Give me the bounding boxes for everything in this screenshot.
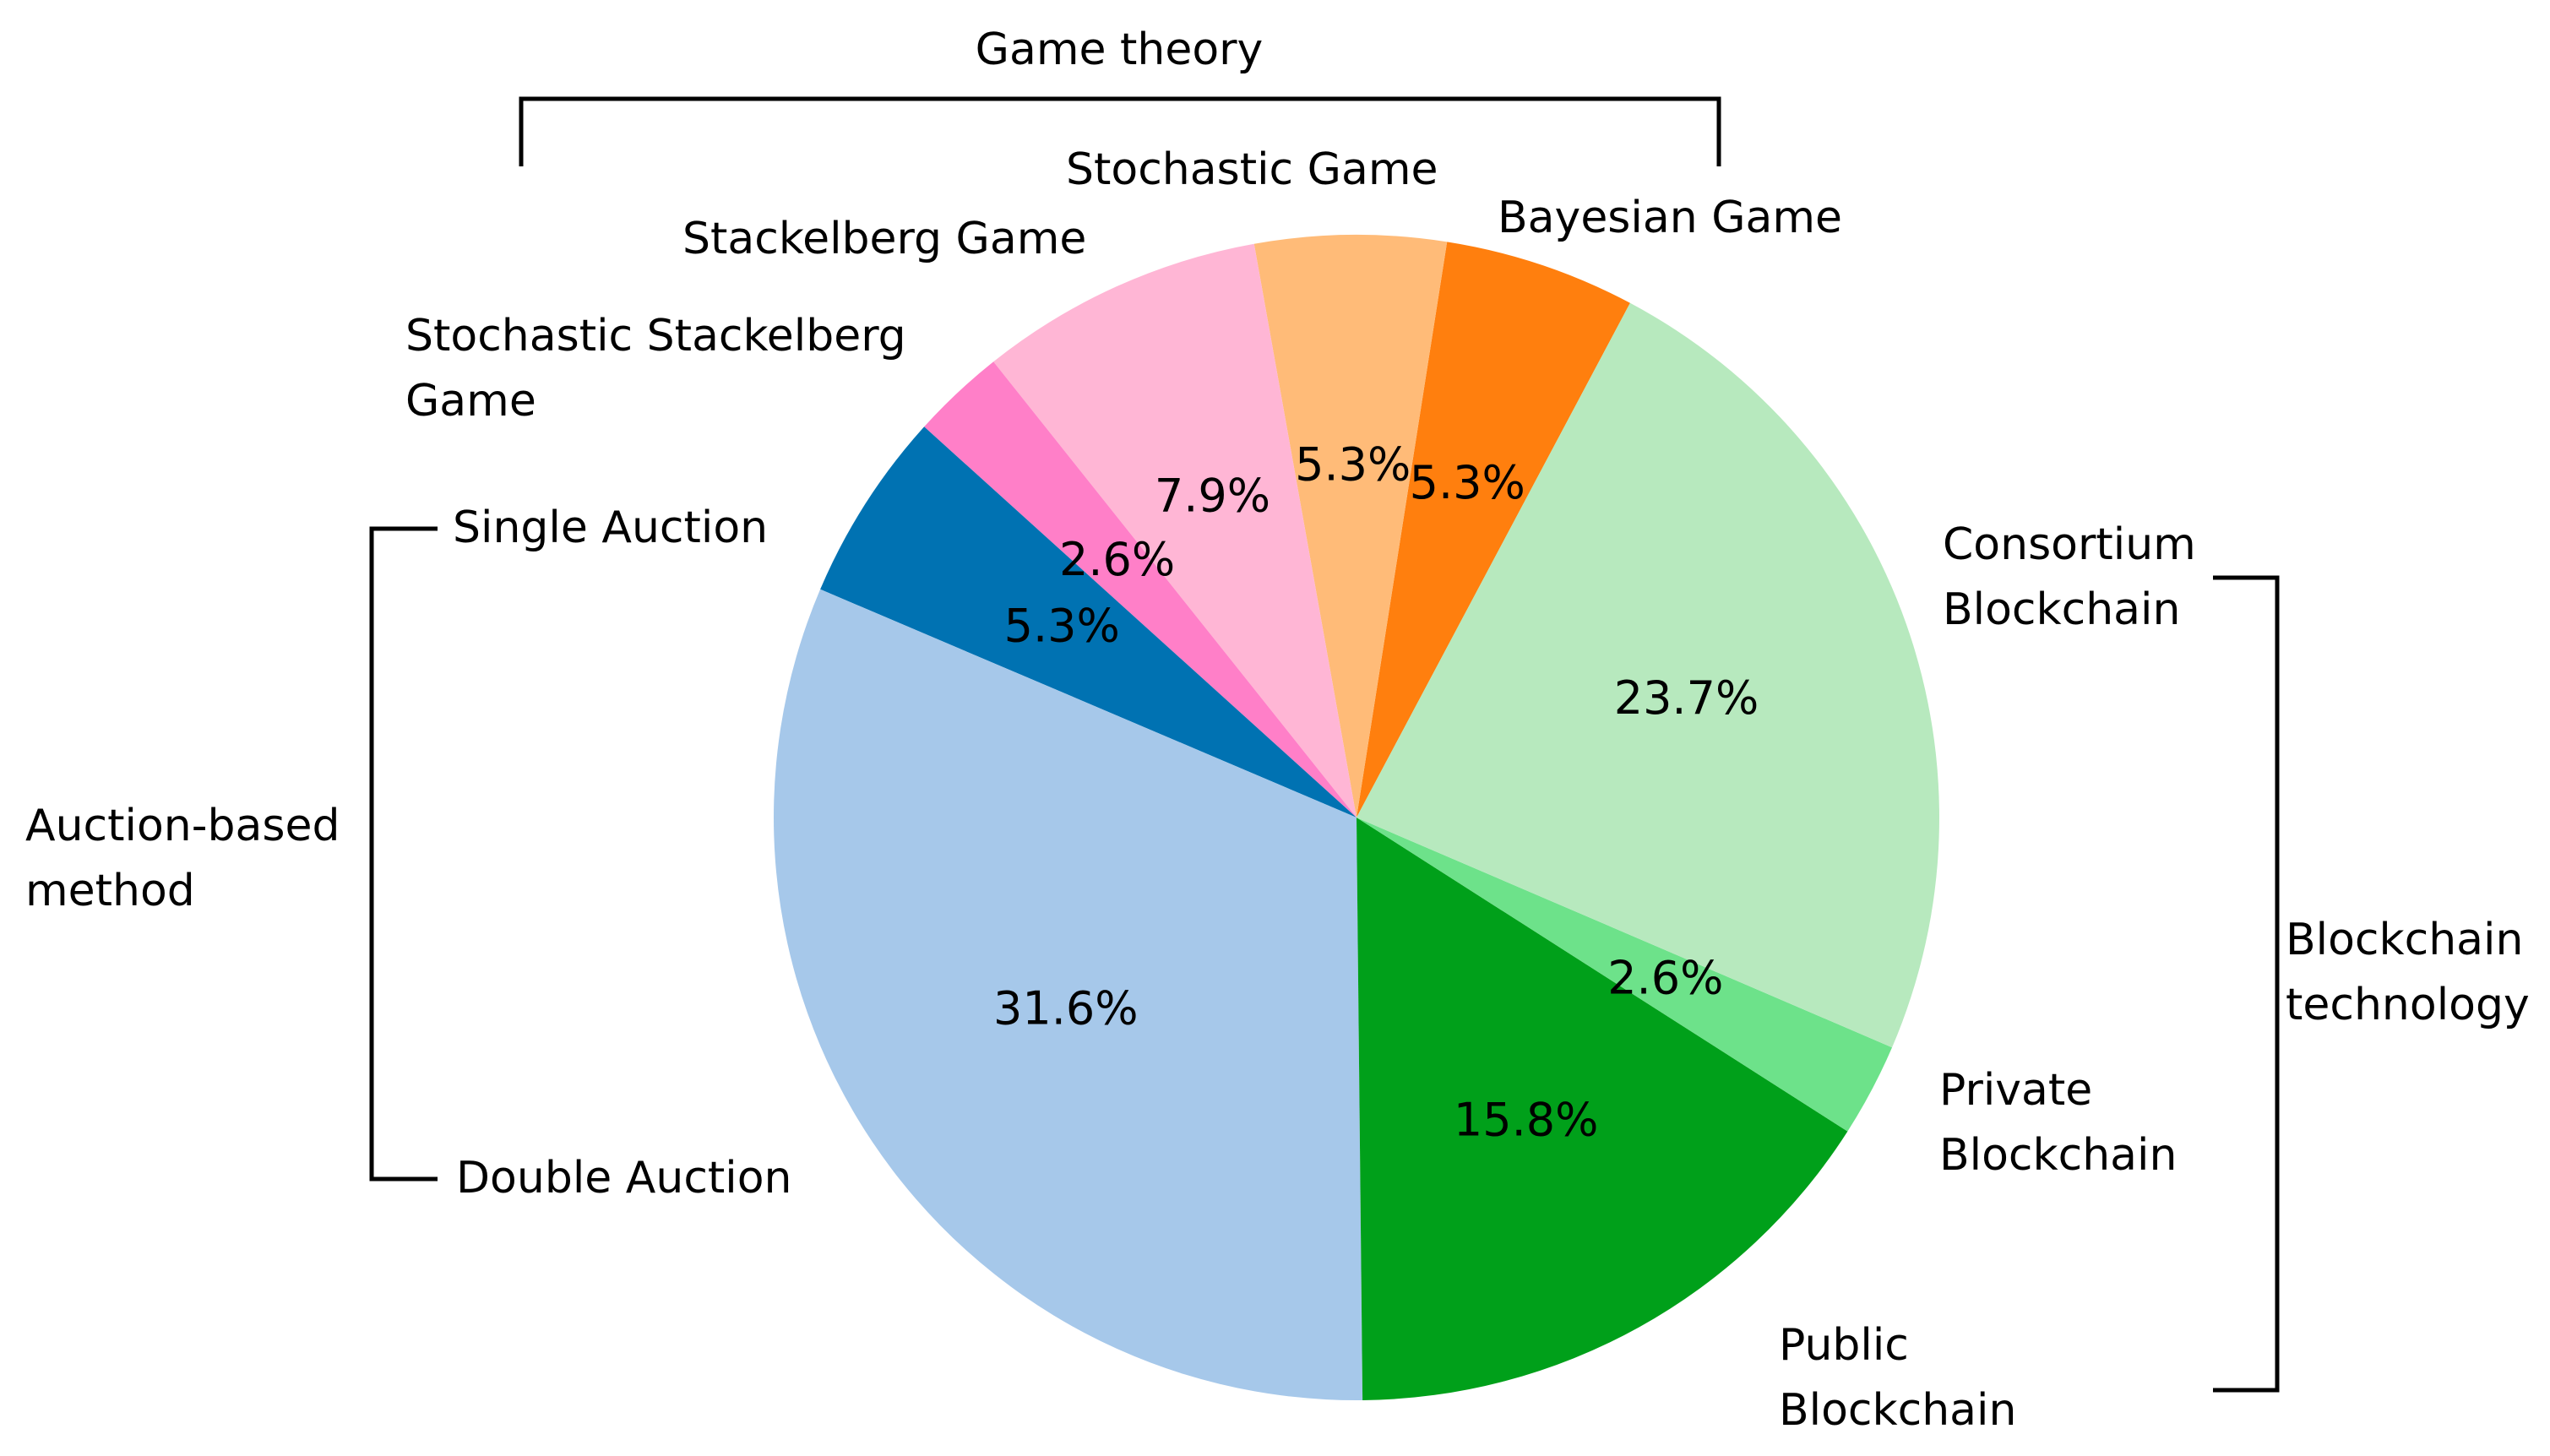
label-consortium-line1: Consortium (1943, 519, 2196, 570)
label-stackelberg-game: Stackelberg Game (682, 214, 1086, 264)
slice-percent-labels: 5.3%5.3%7.9%2.6%5.3%31.6%15.8%2.6%23.7% (993, 438, 1759, 1147)
label-consortium-line2: Blockchain (1943, 584, 2180, 635)
label-stochastic-game: Stochastic Game (1066, 144, 1438, 195)
label-public-line2: Blockchain (1779, 1385, 2016, 1436)
label-private-line1: Private (1939, 1065, 2092, 1116)
slice-double-auction (774, 589, 1363, 1400)
percent-label-single-auction: 5.3% (1004, 600, 1120, 653)
label-stochastic-stackelberg-game: Stochastic Stackelberg Game (405, 311, 920, 426)
label-consortium-blockchain: Consortium Blockchain (1943, 519, 2210, 635)
label-stochastic-stackelberg-line2: Game (405, 376, 536, 426)
auction-bracket (369, 526, 438, 1182)
percent-label-stochastic-game: 5.3% (1295, 438, 1411, 492)
group-label-auction-line1: Auction-based (25, 801, 340, 851)
slice-stochastic-stackelberg-game (924, 361, 1357, 818)
pie-slices (774, 235, 1939, 1400)
label-bayesian-game: Bayesian Game (1498, 193, 1842, 243)
slice-single-auction (820, 426, 1357, 818)
group-label-game-theory: Game theory (976, 24, 1264, 75)
label-stochastic-stackelberg-line1: Stochastic Stackelberg (405, 311, 906, 361)
label-private-blockchain: Private Blockchain (1939, 1065, 2177, 1181)
label-double-auction: Double Auction (456, 1153, 792, 1203)
slice-stackelberg-game (993, 243, 1357, 818)
slice-private-blockchain (1357, 818, 1893, 1132)
label-single-auction: Single Auction (453, 503, 768, 553)
group-label-blockchain-line2: technology (2286, 980, 2530, 1030)
slice-public-blockchain (1357, 818, 1848, 1400)
group-label-blockchain-technology: Blockchain technology (2286, 915, 2537, 1030)
percent-label-private-blockchain: 2.6% (1607, 951, 1723, 1004)
game-theory-bracket (519, 96, 1721, 166)
percent-label-stackelberg-game: 7.9% (1155, 469, 1270, 522)
group-label-auction-based-method: Auction-based method (25, 801, 354, 916)
label-public-blockchain: Public Blockchain (1779, 1320, 2016, 1436)
percent-label-bayesian-game: 5.3% (1410, 456, 1525, 509)
percent-label-stochastic-stackelberg-game: 2.6% (1059, 533, 1175, 586)
blockchain-bracket (2213, 575, 2280, 1393)
slice-consortium-blockchain (1357, 302, 1939, 1048)
slice-bayesian-game (1357, 242, 1630, 818)
slice-stochastic-game (1253, 235, 1448, 818)
percent-label-consortium-blockchain: 23.7% (1614, 671, 1759, 725)
label-private-line2: Blockchain (1939, 1130, 2177, 1181)
percent-label-public-blockchain: 15.8% (1454, 1094, 1599, 1147)
group-label-auction-line2: method (25, 866, 195, 916)
group-label-blockchain-line1: Blockchain (2286, 915, 2523, 965)
label-public-line1: Public (1779, 1320, 1909, 1371)
percent-label-double-auction: 31.6% (993, 982, 1139, 1035)
